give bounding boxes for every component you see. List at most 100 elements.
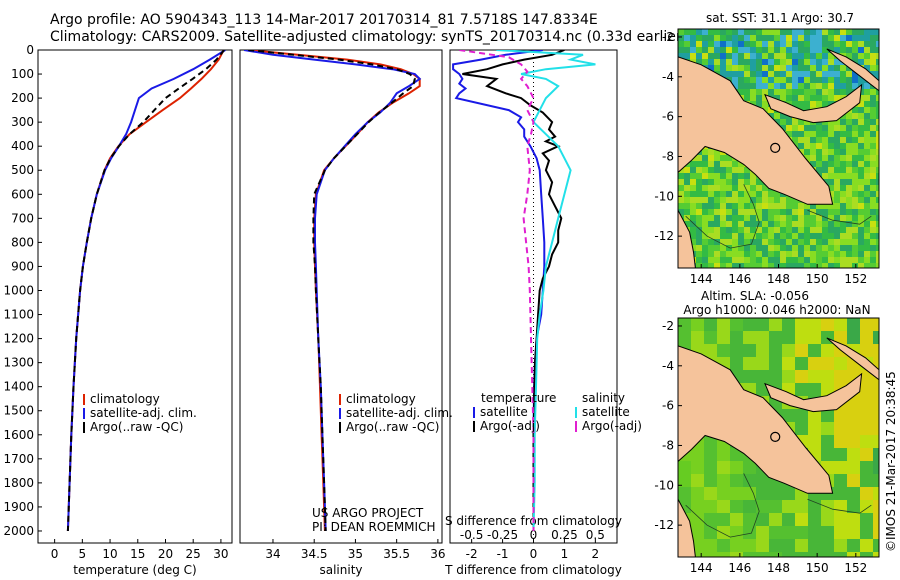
- map-cell: [690, 179, 696, 185]
- map-cell: [738, 245, 744, 251]
- map-cell: [732, 191, 738, 197]
- map-cell: [696, 245, 702, 251]
- map-cell: [732, 209, 738, 215]
- map-cell: [744, 47, 750, 53]
- map-cell: [684, 29, 690, 35]
- map-cell: [846, 161, 852, 167]
- map-cell: [804, 149, 810, 155]
- map-cell: [744, 191, 750, 197]
- new-britain-land: [764, 83, 863, 124]
- map-cell: [720, 185, 726, 191]
- map-cell: [810, 41, 816, 47]
- map-cell: [720, 179, 726, 185]
- map-cell: [860, 344, 873, 357]
- map-cell: [774, 215, 780, 221]
- map-cell: [730, 526, 743, 539]
- map-cell: [795, 422, 808, 435]
- legend-title-salinity: salinity: [582, 391, 625, 405]
- map-cell: [774, 251, 780, 257]
- map-cell: [743, 552, 756, 557]
- series-line-argo-raw-qc-: [248, 50, 416, 532]
- map-cell: [876, 263, 879, 268]
- map-cell: [876, 113, 879, 119]
- map-cell: [828, 29, 834, 35]
- map-cell: [840, 149, 846, 155]
- series-group-3: [452, 50, 596, 532]
- map-cell: [876, 29, 879, 35]
- map-cell: [780, 239, 786, 245]
- map-cell: [774, 83, 780, 89]
- map-cell: [852, 191, 858, 197]
- map-cell: [840, 131, 846, 137]
- map-cell: [714, 221, 720, 227]
- map-cell: [858, 95, 864, 101]
- map-cell: [696, 47, 702, 53]
- map-cell: [786, 131, 792, 137]
- map-cell: [726, 65, 732, 71]
- map-cell: [769, 513, 782, 526]
- map-cell: [738, 29, 744, 35]
- map-cell: [714, 65, 720, 71]
- map-cell: [750, 197, 756, 203]
- map-cell: [821, 318, 834, 331]
- map-cell: [860, 331, 873, 344]
- map-cell: [780, 119, 786, 125]
- map-cell: [798, 83, 804, 89]
- map-cell: [864, 173, 870, 179]
- map-cell: [762, 203, 768, 209]
- map-cell: [690, 209, 696, 215]
- map-cell: [726, 221, 732, 227]
- map-cell: [858, 155, 864, 161]
- map-cell: [847, 513, 860, 526]
- map-cell: [852, 215, 858, 221]
- map-cell: [804, 233, 810, 239]
- map-cell: [768, 89, 774, 95]
- map-cell: [768, 71, 774, 77]
- map-cell: [696, 251, 702, 257]
- s-tick-label: 0: [530, 528, 538, 542]
- map-cell: [834, 257, 840, 263]
- map-cell: [743, 461, 756, 474]
- map-cell: [750, 227, 756, 233]
- map-cell: [798, 125, 804, 131]
- map-cell: [732, 77, 738, 83]
- map-cell: [808, 383, 821, 396]
- map-cell: [852, 47, 858, 53]
- map-cell: [762, 197, 768, 203]
- map-cell: [804, 137, 810, 143]
- map-cell: [864, 113, 870, 119]
- map-cell: [852, 137, 858, 143]
- map-cell: [864, 89, 870, 95]
- map-cell: [726, 227, 732, 233]
- y-tick-label: 300: [11, 115, 34, 129]
- map-cell: [762, 71, 768, 77]
- map-cell: [714, 257, 720, 263]
- map-cell: [756, 331, 769, 344]
- map-cell: [876, 95, 879, 101]
- map-cell: [704, 526, 717, 539]
- map-cell: [822, 245, 828, 251]
- map-cell: [702, 233, 708, 239]
- x-tick-label: -1: [497, 547, 509, 561]
- map-cell: [704, 552, 717, 557]
- map-cell: [798, 101, 804, 107]
- map-cell: [810, 233, 816, 239]
- map-cell: [834, 461, 847, 474]
- map-cell: [810, 143, 816, 149]
- map-cell: [846, 209, 852, 215]
- map-cell: [678, 474, 691, 487]
- map-cell: [732, 173, 738, 179]
- map-cell: [876, 239, 879, 245]
- map-cell: [864, 263, 870, 268]
- map-cell: [870, 89, 876, 95]
- map-cell: [864, 185, 870, 191]
- map-cell: [846, 173, 852, 179]
- map-cell: [840, 173, 846, 179]
- map-cell: [743, 344, 756, 357]
- map-cell: [720, 155, 726, 161]
- map-cell: [834, 71, 840, 77]
- map-cell: [828, 77, 834, 83]
- legend-label: Argo(-adj): [480, 419, 540, 433]
- map-cell: [840, 137, 846, 143]
- plot-frame-1: [37, 49, 233, 544]
